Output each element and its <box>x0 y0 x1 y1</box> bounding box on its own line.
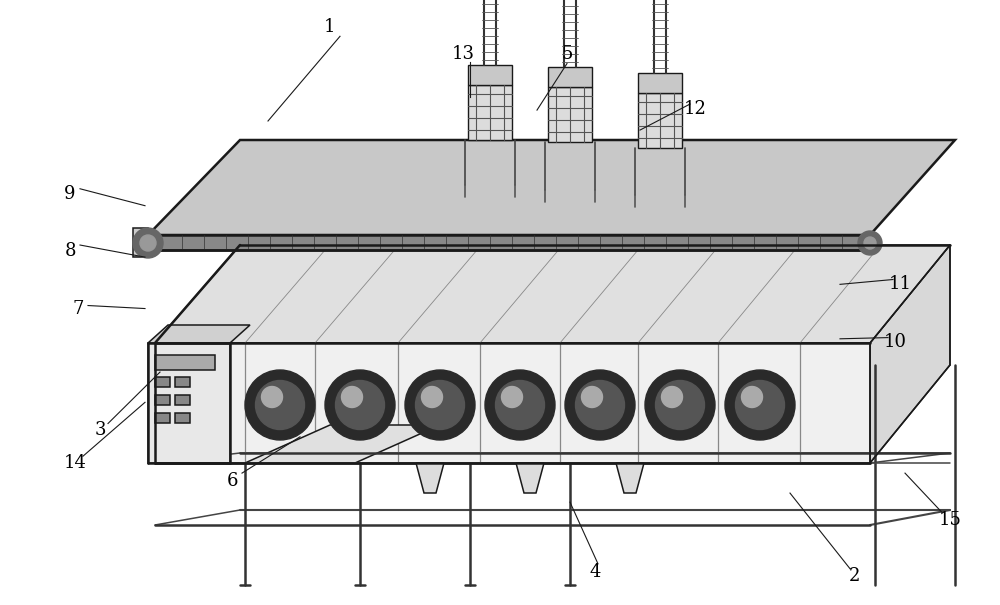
Circle shape <box>725 370 795 440</box>
Circle shape <box>576 381 624 430</box>
Polygon shape <box>155 377 170 387</box>
Text: 11: 11 <box>889 275 912 293</box>
Polygon shape <box>155 355 215 370</box>
Circle shape <box>858 231 882 255</box>
Circle shape <box>336 381 384 430</box>
Polygon shape <box>148 140 955 235</box>
Circle shape <box>485 370 555 440</box>
Circle shape <box>656 381 704 430</box>
Circle shape <box>502 387 522 408</box>
Text: 12: 12 <box>684 100 706 118</box>
Polygon shape <box>155 245 950 343</box>
Circle shape <box>662 387 682 408</box>
Polygon shape <box>133 228 148 257</box>
Circle shape <box>342 387 362 408</box>
Text: 2: 2 <box>849 567 861 585</box>
Polygon shape <box>148 325 250 343</box>
Circle shape <box>496 381 544 430</box>
Circle shape <box>256 381 304 430</box>
Circle shape <box>262 387 283 408</box>
Polygon shape <box>175 413 190 423</box>
Text: 6: 6 <box>227 472 239 490</box>
Polygon shape <box>870 245 950 463</box>
Circle shape <box>245 370 315 440</box>
Text: 4: 4 <box>589 563 601 581</box>
Text: 7: 7 <box>72 299 84 318</box>
Polygon shape <box>516 463 544 493</box>
Text: 10: 10 <box>884 333 906 351</box>
Text: 14: 14 <box>64 454 86 472</box>
Circle shape <box>133 228 163 258</box>
Polygon shape <box>548 87 592 142</box>
Text: 5: 5 <box>561 45 573 64</box>
Text: 15: 15 <box>939 511 961 529</box>
Circle shape <box>422 387 442 408</box>
Polygon shape <box>468 65 512 85</box>
Text: 9: 9 <box>64 185 76 203</box>
Polygon shape <box>638 73 682 93</box>
Circle shape <box>742 387 763 408</box>
Polygon shape <box>616 463 644 493</box>
Polygon shape <box>175 395 190 405</box>
Polygon shape <box>155 413 170 423</box>
Polygon shape <box>548 67 592 87</box>
Circle shape <box>416 381 464 430</box>
Polygon shape <box>468 85 512 140</box>
Polygon shape <box>245 425 440 463</box>
Circle shape <box>736 381 784 430</box>
Circle shape <box>405 370 475 440</box>
Circle shape <box>582 387 602 408</box>
Circle shape <box>864 237 876 249</box>
Circle shape <box>645 370 715 440</box>
Text: 3: 3 <box>94 420 106 439</box>
Polygon shape <box>148 343 230 463</box>
Text: 13: 13 <box>452 45 475 64</box>
Circle shape <box>565 370 635 440</box>
Polygon shape <box>638 93 682 148</box>
Text: 8: 8 <box>64 242 76 260</box>
Circle shape <box>140 235 156 251</box>
Polygon shape <box>416 463 444 493</box>
Text: 1: 1 <box>324 18 336 36</box>
Polygon shape <box>148 235 870 250</box>
Polygon shape <box>175 377 190 387</box>
Polygon shape <box>155 343 870 463</box>
Polygon shape <box>155 395 170 405</box>
Circle shape <box>325 370 395 440</box>
